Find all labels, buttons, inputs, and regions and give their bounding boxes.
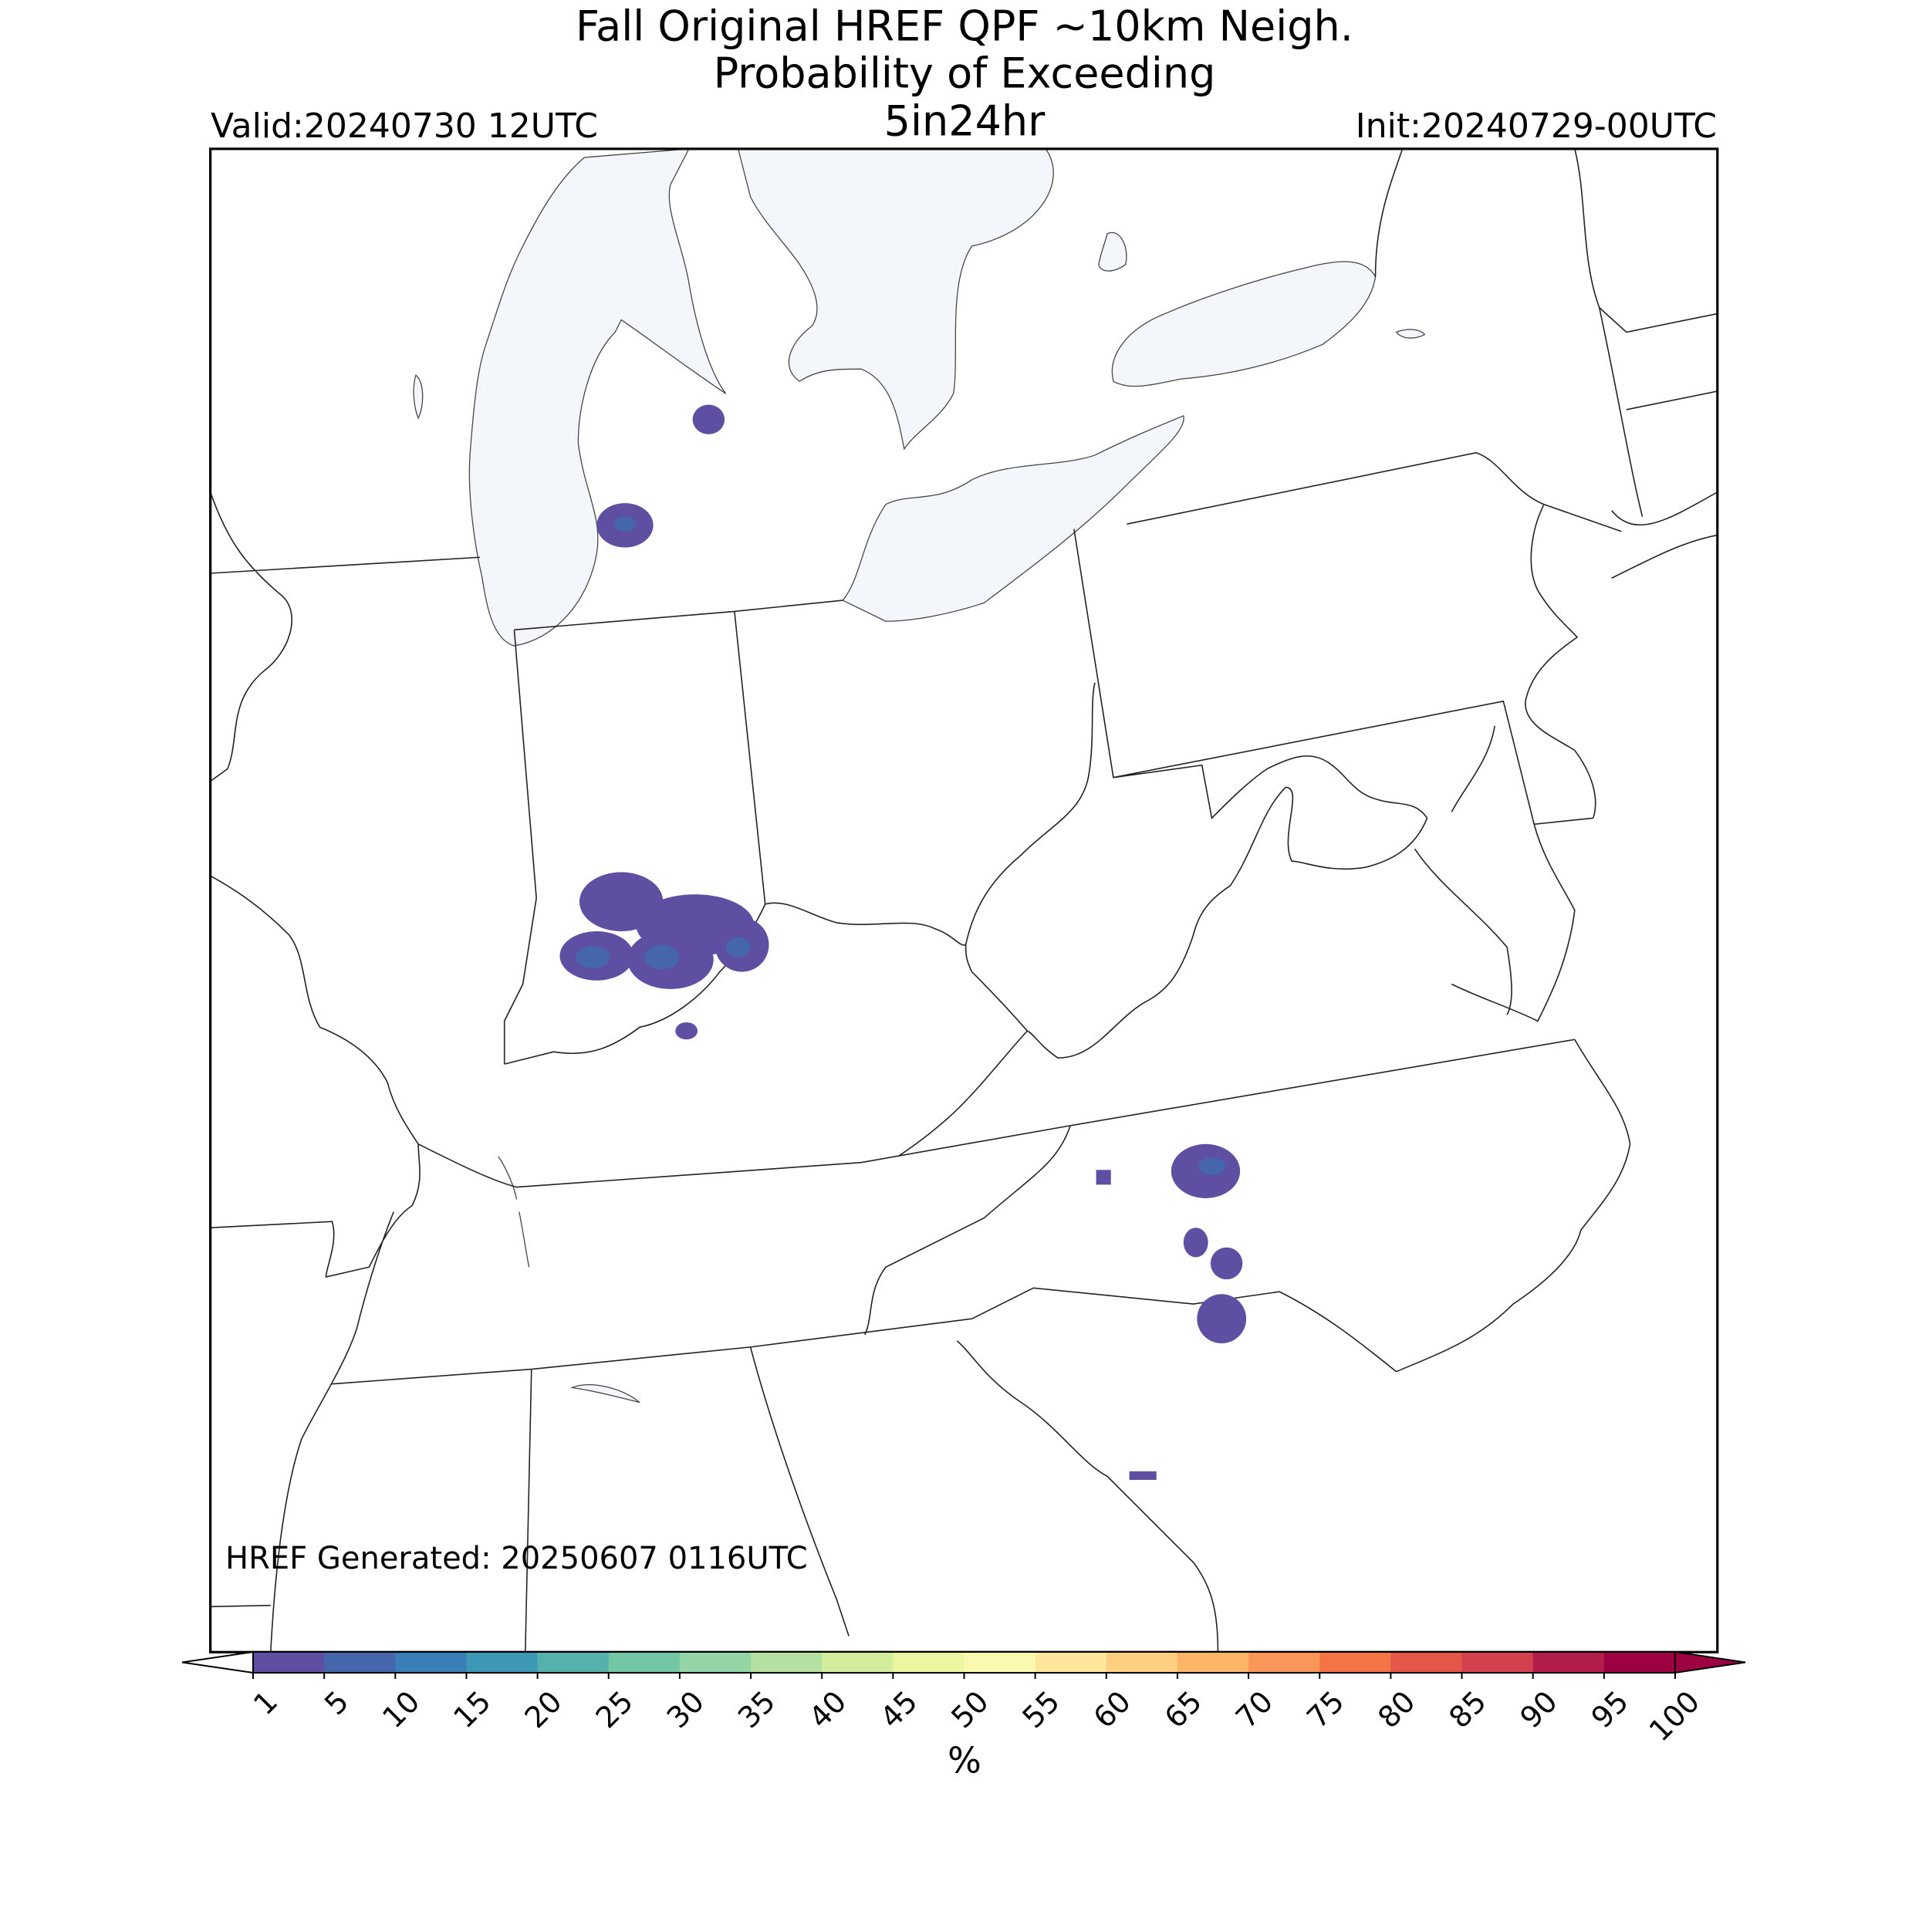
colorbar-tick-label: 95 [1585, 1684, 1635, 1734]
colorbar-tick-label: 80 [1371, 1684, 1421, 1734]
colorbar-tick-label: 15 [447, 1684, 497, 1734]
colorbar-segment [395, 1652, 467, 1673]
colorbar-segment [1461, 1652, 1534, 1673]
lake [842, 415, 1184, 622]
colorbar-segment [608, 1652, 681, 1673]
colorbar-tick-label: 5 [318, 1684, 355, 1721]
colorbar-tick-label: 45 [873, 1684, 924, 1734]
title-line: Fall Original HREF QPF ~10km Neigh. [576, 2, 1353, 51]
colorbar-tick-label: 55 [1016, 1684, 1066, 1734]
colorbar-segment [751, 1652, 823, 1673]
colorbar-segment [893, 1652, 964, 1673]
colorbar-tick-label: 40 [802, 1684, 853, 1734]
colorbar-segment [1319, 1652, 1391, 1673]
colorbar-segment [679, 1652, 752, 1673]
colorbar-segment [253, 1652, 325, 1673]
colorbar-segment [1603, 1652, 1676, 1673]
colorbar-segment [964, 1652, 1036, 1673]
valid-time: Valid:20240730 12UTC [211, 106, 598, 146]
lake [737, 148, 1054, 451]
colorbar-segment [822, 1652, 894, 1673]
colorbar-segment [324, 1652, 396, 1673]
title-line: Probability of Exceeding [714, 49, 1216, 98]
init-time: Init:20240729-00UTC [1356, 106, 1717, 146]
colorbar-segment [537, 1652, 610, 1673]
title-line: 5in24hr [884, 97, 1046, 146]
probability-areas [559, 404, 1247, 1481]
lake [413, 231, 1426, 1403]
colorbar-segment [1248, 1652, 1320, 1673]
colorbar-segment [1106, 1652, 1178, 1673]
colorbar-extend [1674, 1650, 1746, 1674]
generated-time: HREF Generated: 20250607 0116UTC [225, 1541, 808, 1576]
colorbar-tick-label: 25 [590, 1684, 640, 1734]
lake [468, 148, 727, 647]
colorbar-tick-label: 60 [1087, 1684, 1137, 1734]
colorbar-tick-label: 30 [660, 1684, 711, 1734]
colorbar-tick-label: 1 [247, 1684, 284, 1721]
colorbar-tick-label: 85 [1442, 1684, 1492, 1734]
colorbar-tick-label: 75 [1300, 1684, 1350, 1734]
colorbar-tick-label: 65 [1158, 1684, 1208, 1734]
colorbar-tick-label: 20 [518, 1684, 568, 1734]
colorbar-segment [1035, 1652, 1107, 1673]
colorbar: 1 5 10 15 20 25 30 35 40 45 50 55 60 65 70 75 80 85 90 95 10… [181, 1650, 1746, 1748]
colorbar-segment [466, 1652, 539, 1673]
map-frame [209, 147, 1719, 1653]
colorbar-tick-label: 10 [376, 1684, 426, 1734]
colorbar-tick-label: 100 [1643, 1684, 1706, 1748]
colorbar-tick-label: 70 [1229, 1684, 1279, 1734]
colorbar-label: % [948, 1740, 981, 1782]
map [209, 147, 1719, 1653]
border [210, 148, 1718, 1653]
colorbar-tick-label: 50 [944, 1684, 995, 1734]
colorbar-segment [1532, 1652, 1605, 1673]
colorbar-segment [1177, 1652, 1249, 1673]
colorbar-tick-label: 90 [1514, 1684, 1564, 1734]
lake [1111, 261, 1377, 387]
colorbar-segment [1390, 1652, 1463, 1673]
colorbar-extend [181, 1650, 254, 1674]
colorbar-tick-label: 35 [731, 1684, 782, 1734]
